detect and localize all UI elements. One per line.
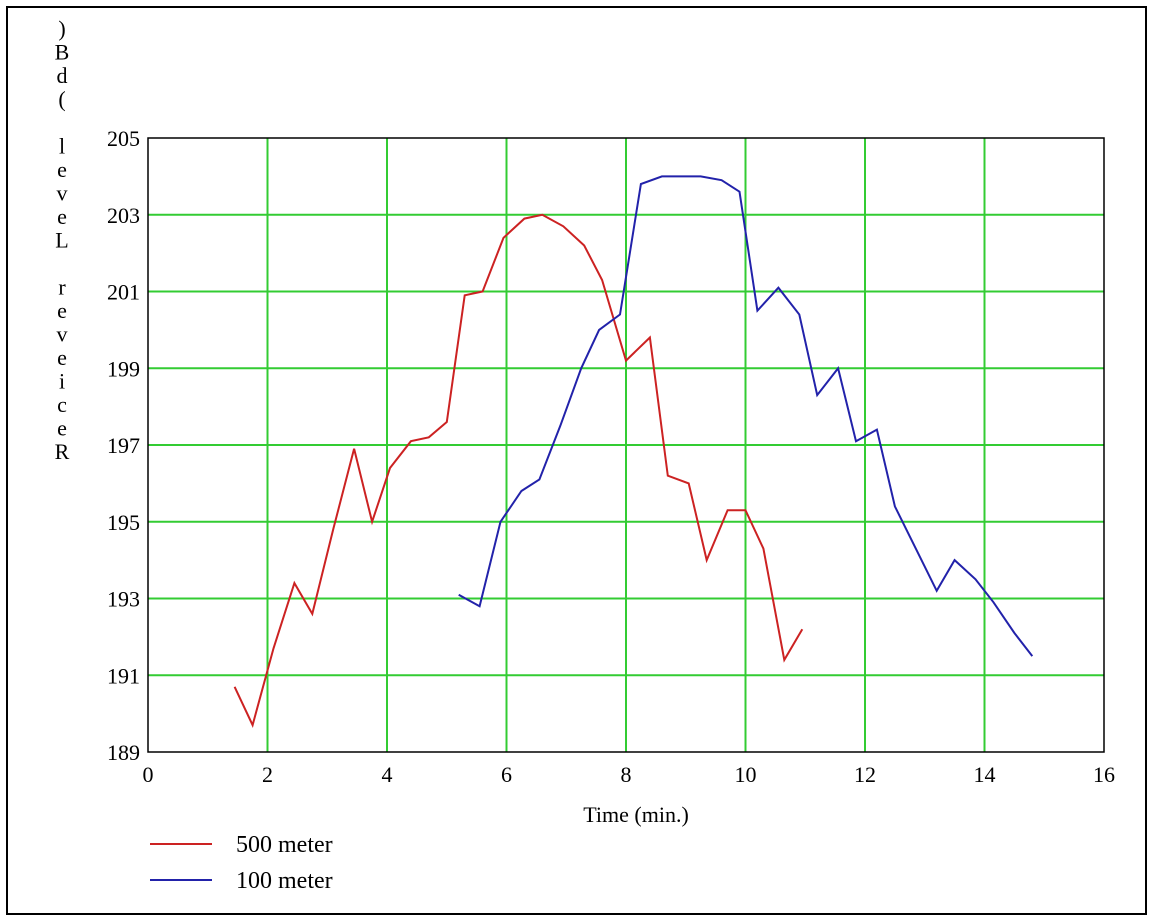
x-axis-label: Time (min.): [583, 802, 689, 827]
y-axis-label-char: [59, 251, 65, 276]
y-axis-label-char: L: [55, 228, 68, 253]
series-line-100-meter: [458, 175, 1034, 657]
x-tick-labels: 0 2 4 6 8 10 12 14 16: [143, 762, 1116, 787]
y-tick-label: 189: [107, 740, 140, 765]
x-tick-label: 2: [262, 762, 273, 787]
x-tick-label: 0: [143, 762, 154, 787]
legend-label: 100 meter: [236, 868, 333, 894]
y-axis-label-char: c: [57, 392, 67, 417]
y-axis-label-char: i: [59, 369, 65, 394]
y-axis-label-char: R: [55, 439, 70, 464]
x-tick-label: 16: [1093, 762, 1115, 787]
y-axis-label-char: d: [57, 63, 68, 88]
series-line-500-meter: [233, 213, 804, 728]
grid-layer: [148, 138, 1104, 752]
y-axis-label-char: r: [58, 275, 66, 300]
y-tick-label: 201: [107, 280, 140, 305]
y-axis-label-char: v: [57, 181, 68, 206]
y-axis-label-char: (: [58, 87, 65, 112]
y-axis-label-char: e: [57, 204, 67, 229]
legend-label: 500 meter: [236, 832, 333, 858]
y-tick-label: 195: [107, 510, 140, 535]
x-tick-label: 10: [735, 762, 757, 787]
y-axis-label-char: [59, 110, 65, 135]
y-axis-label-char: v: [57, 322, 68, 347]
chart-frame: [6, 6, 1147, 915]
y-axis-label-char: e: [57, 157, 67, 182]
y-axis-label-char: e: [57, 416, 67, 441]
x-tick-label: 14: [974, 762, 996, 787]
y-axis-label-char: B: [55, 40, 70, 65]
y-axis-label-char: e: [57, 345, 67, 370]
legend: 500 meter 100 meter: [150, 832, 333, 894]
y-tick-label: 193: [107, 587, 140, 612]
y-axis-label-char: ): [58, 16, 65, 41]
x-tick-label: 12: [854, 762, 876, 787]
y-tick-label: 205: [107, 126, 140, 151]
y-tick-label: 199: [107, 356, 140, 381]
x-tick-label: 4: [382, 762, 393, 787]
x-tick-label: 8: [621, 762, 632, 787]
y-axis-label-char: e: [57, 298, 67, 323]
y-axis-label-char: l: [59, 134, 65, 159]
y-tick-labels: 189 191 193 195 197 199 201 203 205: [107, 126, 140, 765]
y-tick-label: 197: [107, 433, 140, 458]
y-tick-label: 191: [107, 663, 140, 688]
series-layer: [233, 175, 1034, 728]
y-tick-label: 203: [107, 203, 140, 228]
x-tick-label: 6: [501, 762, 512, 787]
plot-area: [147, 137, 1105, 753]
